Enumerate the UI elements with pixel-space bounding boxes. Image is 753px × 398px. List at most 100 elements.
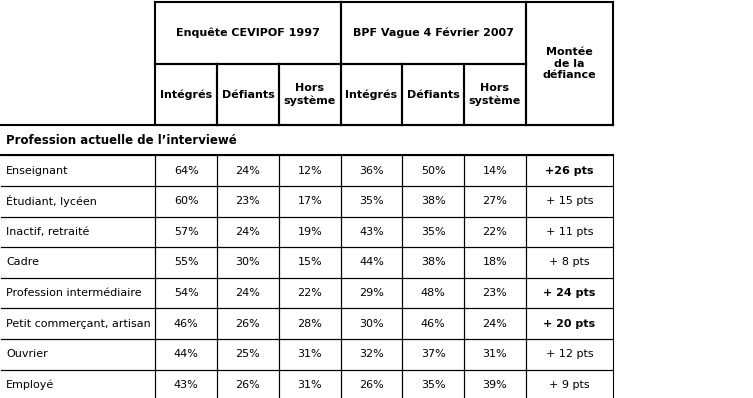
Text: Étudiant, lycéen: Étudiant, lycéen — [6, 195, 97, 207]
Text: 38%: 38% — [421, 258, 446, 267]
Text: 22%: 22% — [297, 288, 322, 298]
Text: 36%: 36% — [359, 166, 384, 176]
Bar — [279, 278, 340, 308]
Text: 24%: 24% — [483, 319, 508, 329]
Text: 37%: 37% — [421, 349, 446, 359]
Bar — [1, 125, 613, 155]
Bar — [217, 155, 279, 186]
Bar — [155, 2, 340, 64]
Bar — [402, 247, 464, 278]
Text: Montée
de la
défiance: Montée de la défiance — [543, 47, 596, 80]
Text: + 20 pts: + 20 pts — [544, 319, 596, 329]
Text: 24%: 24% — [236, 227, 261, 237]
Text: 39%: 39% — [483, 380, 508, 390]
Bar — [526, 370, 613, 398]
Bar — [526, 339, 613, 370]
Text: 46%: 46% — [421, 319, 446, 329]
Text: 25%: 25% — [236, 349, 261, 359]
Bar — [402, 155, 464, 186]
Text: 46%: 46% — [174, 319, 199, 329]
Text: Intégrés: Intégrés — [346, 89, 398, 100]
Bar — [340, 370, 402, 398]
Bar — [279, 186, 340, 217]
Text: 15%: 15% — [297, 258, 322, 267]
Bar — [464, 247, 526, 278]
Bar — [279, 339, 340, 370]
Text: 18%: 18% — [483, 258, 508, 267]
Text: Intégrés: Intégrés — [160, 89, 212, 100]
Bar — [402, 339, 464, 370]
Bar — [340, 217, 402, 247]
Text: 38%: 38% — [421, 196, 446, 206]
Text: 50%: 50% — [421, 166, 446, 176]
Bar — [155, 278, 217, 308]
Text: 31%: 31% — [297, 349, 322, 359]
Text: 54%: 54% — [174, 288, 199, 298]
Bar — [279, 217, 340, 247]
Bar — [155, 64, 217, 125]
Bar — [464, 339, 526, 370]
Text: Ouvrier: Ouvrier — [6, 349, 47, 359]
Bar — [1, 217, 155, 247]
Text: 30%: 30% — [236, 258, 261, 267]
Text: Hors
système: Hors système — [284, 84, 336, 105]
Bar — [1, 278, 155, 308]
Text: 14%: 14% — [483, 166, 508, 176]
Text: 27%: 27% — [483, 196, 508, 206]
Bar — [155, 339, 217, 370]
Text: 23%: 23% — [236, 196, 261, 206]
Bar — [155, 370, 217, 398]
Text: 28%: 28% — [297, 319, 322, 329]
Text: 44%: 44% — [174, 349, 199, 359]
Text: Petit commerçant, artisan: Petit commerçant, artisan — [6, 319, 151, 329]
Bar — [526, 2, 613, 125]
Text: 24%: 24% — [236, 166, 261, 176]
Bar — [1, 0, 155, 64]
Text: 24%: 24% — [236, 288, 261, 298]
Bar — [217, 64, 279, 125]
Bar — [1, 308, 155, 339]
Text: 64%: 64% — [174, 166, 199, 176]
Text: 26%: 26% — [236, 319, 261, 329]
Bar — [402, 217, 464, 247]
Bar — [217, 370, 279, 398]
Bar — [1, 155, 155, 186]
Bar — [402, 186, 464, 217]
Text: Hors
système: Hors système — [469, 84, 521, 105]
Text: Défiants: Défiants — [221, 90, 274, 100]
Bar — [217, 186, 279, 217]
Bar — [1, 339, 155, 370]
Bar — [464, 64, 526, 125]
Text: Enseignant: Enseignant — [6, 166, 69, 176]
Text: + 12 pts: + 12 pts — [546, 349, 593, 359]
Bar — [155, 308, 217, 339]
Bar — [340, 339, 402, 370]
Text: 35%: 35% — [359, 196, 384, 206]
Bar — [217, 278, 279, 308]
Text: Profession actuelle de l’interviewé: Profession actuelle de l’interviewé — [6, 134, 236, 147]
Bar — [279, 247, 340, 278]
Text: 19%: 19% — [297, 227, 322, 237]
Text: 17%: 17% — [297, 196, 322, 206]
Text: BPF Vague 4 Février 2007: BPF Vague 4 Février 2007 — [353, 27, 514, 38]
Bar — [526, 308, 613, 339]
Text: 43%: 43% — [359, 227, 384, 237]
Bar — [464, 217, 526, 247]
Text: + 8 pts: + 8 pts — [549, 258, 590, 267]
Text: 12%: 12% — [297, 166, 322, 176]
Bar — [464, 370, 526, 398]
Text: 48%: 48% — [421, 288, 446, 298]
Bar — [526, 217, 613, 247]
Bar — [279, 308, 340, 339]
Text: 26%: 26% — [236, 380, 261, 390]
Bar — [155, 155, 217, 186]
Bar — [155, 217, 217, 247]
Bar — [402, 308, 464, 339]
Bar — [340, 64, 402, 125]
Bar — [217, 247, 279, 278]
Bar — [464, 308, 526, 339]
Bar — [464, 278, 526, 308]
Text: + 24 pts: + 24 pts — [544, 288, 596, 298]
Text: Défiants: Défiants — [407, 90, 459, 100]
Bar — [340, 155, 402, 186]
